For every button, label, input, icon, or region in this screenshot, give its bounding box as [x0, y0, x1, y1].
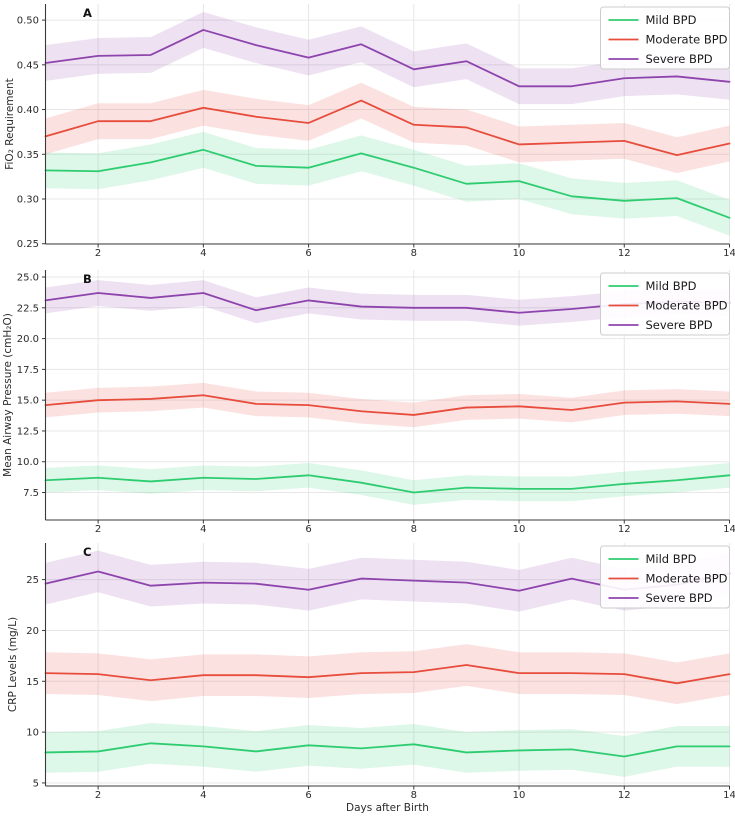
legend: Mild BPD Moderate BPD Severe BPD — [600, 545, 730, 609]
x-tick-label: 2 — [95, 524, 101, 535]
axis-spines — [44, 543, 730, 787]
y-tick-label: 10 — [26, 728, 39, 739]
x-tick-label: 10 — [513, 790, 526, 801]
x-tick-label: 2 — [95, 248, 101, 259]
x-tick-label: 8 — [411, 790, 417, 801]
series-line-mild-bpd — [44, 474, 731, 494]
y-tick-label: 0.40 — [17, 105, 39, 116]
confidence-band-moderate-bpd — [45, 82, 730, 174]
x-tick-label: 6 — [305, 790, 311, 801]
x-tick-label: 8 — [411, 524, 417, 535]
confidence-band-mild-bpd — [45, 722, 730, 777]
y-axis-label: FiO₂ Requirement — [4, 78, 16, 170]
confidence-band-moderate-bpd — [45, 644, 730, 705]
x-tick-label: 12 — [618, 790, 631, 801]
panel-letter: B — [83, 272, 92, 286]
panel-c-crp-levels-chart: 5 10 15 20 25 2 4 6 8 10 12 14 CRP Levels (mg/L) Days… — [7, 543, 735, 814]
x-tick-label: 10 — [513, 248, 526, 259]
panel-letter: A — [83, 6, 92, 20]
x-tick-label: 4 — [200, 248, 206, 259]
y-tick-label: 0.50 — [17, 16, 39, 27]
legend-label-mild-bpd: Mild BPD — [646, 279, 697, 293]
y-tick-label: 5 — [33, 778, 39, 789]
legend-label-moderate-bpd: Moderate BPD — [646, 299, 728, 313]
y-tick-label: 10.0 — [17, 457, 39, 468]
y-tick-label: 22.5 — [17, 303, 39, 314]
y-axis-label: CRP Levels (mg/L) — [7, 617, 19, 712]
y-tick-label: 17.5 — [17, 365, 39, 376]
axis-spines — [44, 4, 730, 245]
x-tick-label: 2 — [95, 790, 101, 801]
legend-label-severe-bpd: Severe BPD — [646, 52, 713, 66]
series-line-moderate-bpd — [44, 99, 731, 157]
x-tick-label: 12 — [618, 248, 631, 259]
confidence-band-mild-bpd — [45, 131, 730, 236]
series-line-severe-bpd — [44, 29, 731, 88]
confidence-band-moderate-bpd — [45, 382, 730, 428]
legend-label-severe-bpd: Severe BPD — [646, 591, 713, 605]
y-tick-label: 0.25 — [17, 239, 39, 250]
legend-label-moderate-bpd: Moderate BPD — [646, 33, 728, 47]
confidence-band-mild-bpd — [45, 462, 730, 505]
series-line-mild-bpd — [44, 148, 731, 219]
confidence-band-severe-bpd — [45, 550, 730, 612]
x-axis-label: Days after Birth — [346, 802, 429, 814]
tick-marks — [42, 19, 730, 248]
legend-label-moderate-bpd: Moderate BPD — [646, 572, 728, 586]
x-tick-label: 4 — [200, 790, 206, 801]
x-tick-label: 6 — [305, 524, 311, 535]
x-tick-label: 12 — [618, 524, 631, 535]
series-line-moderate-bpd — [44, 664, 731, 685]
y-tick-label: 0.30 — [17, 195, 39, 206]
panel-a-fio2-requirement-chart: 0.25 0.30 0.35 0.40 0.45 0.50 2 4 6 8 10 12 14 FiO₂ R… — [4, 4, 735, 259]
series-line-mild-bpd — [44, 742, 731, 758]
legend-box — [600, 545, 730, 609]
confidence-band-severe-bpd — [45, 280, 730, 326]
y-tick-label: 25 — [26, 575, 39, 586]
x-tick-label: 14 — [723, 790, 735, 801]
x-tick-label: 10 — [513, 524, 526, 535]
axis-spines — [44, 270, 730, 521]
legend-label-mild-bpd: Mild BPD — [646, 552, 697, 566]
y-tick-label: 12.5 — [17, 426, 39, 437]
x-tick-label: 6 — [305, 248, 311, 259]
panel-b-mean-airway-pressure-chart: 7.5 10.0 12.5 15.0 17.5 20.0 22.5 25.0 2 4 6 8 10 12 1… — [2, 270, 735, 535]
legend-label-mild-bpd: Mild BPD — [646, 13, 697, 27]
y-tick-label: 15.0 — [17, 396, 39, 407]
y-tick-label: 25.0 — [17, 273, 39, 284]
y-axis-label: Mean Airway Pressure (cmH₂O) — [2, 313, 14, 477]
y-tick-label: 15 — [26, 677, 39, 688]
legend-box — [600, 272, 730, 336]
x-tick-label: 14 — [723, 248, 735, 259]
legend: Mild BPD Moderate BPD Severe BPD — [600, 6, 730, 70]
y-tick-label: 20 — [26, 626, 39, 637]
legend: Mild BPD Moderate BPD Severe BPD — [600, 272, 730, 336]
x-tick-label: 4 — [200, 524, 206, 535]
y-tick-label: 0.35 — [17, 150, 39, 161]
y-tick-label: 7.5 — [23, 488, 39, 499]
tick-marks — [42, 276, 730, 524]
confidence-band-severe-bpd — [45, 12, 730, 105]
x-tick-label: 8 — [411, 248, 417, 259]
y-tick-label: 20.0 — [17, 334, 39, 345]
series-line-moderate-bpd — [44, 394, 731, 416]
panel-letter: C — [83, 545, 91, 559]
x-tick-label: 14 — [723, 524, 735, 535]
y-tick-label: 0.45 — [17, 60, 39, 71]
tick-marks — [42, 579, 730, 790]
legend-label-severe-bpd: Severe BPD — [646, 318, 713, 332]
legend-box — [600, 6, 730, 70]
